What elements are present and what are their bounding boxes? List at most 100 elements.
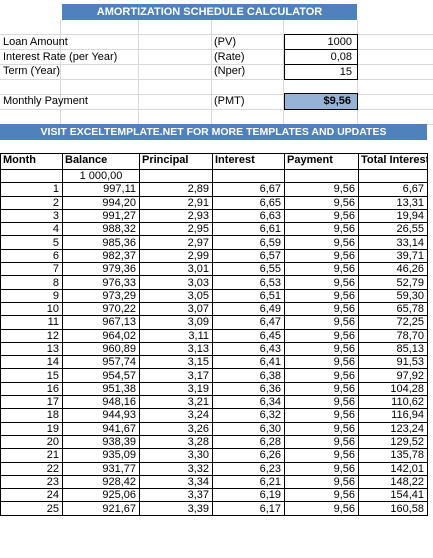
- payment-cell: 9,56: [284, 328, 359, 343]
- balance-cell: 970,22: [62, 301, 140, 317]
- month-cell: 2: [0, 195, 63, 210]
- total-interest-cell: 33,14: [358, 235, 428, 250]
- interest-cell: 6,38: [212, 368, 285, 383]
- table-row: 10 970,22 3,07 6,49 9,56 65,78: [0, 301, 428, 317]
- month-cell: 25: [0, 501, 63, 516]
- total-interest-cell: 91,53: [358, 355, 428, 370]
- balance-cell: 994,20: [62, 195, 140, 210]
- principal-cell: 3,09: [139, 315, 213, 330]
- table-row: 8 976,33 3,03 6,53 9,56 52,79: [0, 275, 428, 290]
- total-interest-cell: 78,70: [358, 328, 428, 343]
- month-cell: 20: [0, 434, 63, 450]
- principal-cell: 3,37: [139, 488, 213, 503]
- balance-cell: 938,39: [62, 434, 140, 450]
- principal-cell: 3,28: [139, 434, 213, 450]
- balance-cell: 931,77: [62, 461, 140, 476]
- total-interest-cell: 97,92: [358, 368, 428, 383]
- principal-cell: 2,97: [139, 235, 213, 250]
- month-cell: 15: [0, 368, 63, 383]
- opening-balance: 1 000,00: [62, 168, 140, 184]
- interest-cell: 6,43: [212, 341, 285, 357]
- month-cell: 18: [0, 408, 63, 423]
- interest-cell: 6,41: [212, 355, 285, 370]
- principal-cell: 2,89: [139, 182, 213, 197]
- table-row: 12 964,02 3,11 6,45 9,56 78,70: [0, 328, 428, 343]
- nper-code: (Nper): [214, 65, 246, 77]
- table-row: 23 928,42 3,34 6,21 9,56 148,22: [0, 474, 428, 490]
- loan-amount-input[interactable]: 1000: [284, 34, 358, 49]
- balance-cell: 954,57: [62, 368, 140, 383]
- month-cell: 5: [0, 235, 63, 250]
- month-cell: 17: [0, 395, 63, 410]
- page-title: AMORTIZATION SCHEDULE CALCULATOR: [96, 6, 323, 18]
- principal-cell: 3,21: [139, 395, 213, 410]
- interest-cell: 6,63: [212, 208, 285, 224]
- payment-cell: 9,56: [284, 182, 359, 197]
- total-interest-cell: 65,78: [358, 301, 428, 317]
- month-cell: 19: [0, 421, 63, 436]
- column-header: Month: [0, 153, 63, 170]
- promo-link[interactable]: VISIT EXCELTEMPLATE.NET FOR MORE TEMPLAT…: [40, 126, 387, 138]
- payment-cell: 9,56: [284, 408, 359, 423]
- table-row: 15 954,57 3,17 6,38 9,56 97,92: [0, 368, 428, 383]
- payment-cell: 9,56: [284, 474, 359, 490]
- interest-rate-input[interactable]: 0,08: [284, 49, 358, 64]
- balance-cell: 988,32: [62, 222, 140, 237]
- payment-cell: 9,56: [284, 421, 359, 436]
- month-cell: 12: [0, 328, 63, 343]
- loan-amount-label: Loan Amount: [3, 36, 68, 48]
- total-interest-cell: 110,62: [358, 395, 428, 410]
- empty-cell: [139, 168, 213, 184]
- payment-cell: 9,56: [284, 395, 359, 410]
- month-cell: 10: [0, 301, 63, 317]
- month-cell: 6: [0, 248, 63, 264]
- interest-cell: 6,65: [212, 195, 285, 210]
- balance-cell: 964,02: [62, 328, 140, 343]
- table-header-row: Month Balance Principal Interest Payment…: [0, 153, 428, 170]
- interest-cell: 6,53: [212, 275, 285, 290]
- promo-banner[interactable]: VISIT EXCELTEMPLATE.NET FOR MORE TEMPLAT…: [0, 124, 427, 140]
- month-cell: 1: [0, 182, 63, 197]
- principal-cell: 3,13: [139, 341, 213, 357]
- payment-cell: 9,56: [284, 381, 359, 397]
- principal-cell: 2,91: [139, 195, 213, 210]
- table-row: 1 997,11 2,89 6,67 9,56 6,67: [0, 182, 428, 197]
- table-row: 20 938,39 3,28 6,28 9,56 129,52: [0, 434, 428, 450]
- table-row: 25 921,67 3,39 6,17 9,56 160,58: [0, 501, 428, 516]
- month-cell: 23: [0, 474, 63, 490]
- month-cell: 11: [0, 315, 63, 330]
- payment-cell: 9,56: [284, 488, 359, 503]
- balance-cell: 960,89: [62, 341, 140, 357]
- term-input[interactable]: 15: [284, 64, 358, 80]
- payment-cell: 9,56: [284, 248, 359, 264]
- total-interest-cell: 19,94: [358, 208, 428, 224]
- balance-cell: 951,38: [62, 381, 140, 397]
- balance-cell: 997,11: [62, 182, 140, 197]
- total-interest-cell: 160,58: [358, 501, 428, 516]
- table-row: 16 951,38 3,19 6,36 9,56 104,28: [0, 381, 428, 397]
- principal-cell: 3,05: [139, 288, 213, 303]
- total-interest-cell: 52,79: [358, 275, 428, 290]
- payment-cell: 9,56: [284, 208, 359, 224]
- interest-cell: 6,59: [212, 235, 285, 250]
- table-row: 5 985,36 2,97 6,59 9,56 33,14: [0, 235, 428, 250]
- table-row: 7 979,36 3,01 6,55 9,56 46,26: [0, 262, 428, 277]
- interest-cell: 6,55: [212, 262, 285, 277]
- monthly-payment-label: Monthly Payment: [3, 95, 88, 107]
- total-interest-cell: 148,22: [358, 474, 428, 490]
- total-interest-cell: 39,71: [358, 248, 428, 264]
- interest-cell: 6,32: [212, 408, 285, 423]
- total-interest-cell: 59,30: [358, 288, 428, 303]
- month-cell: 8: [0, 275, 63, 290]
- month-cell: 22: [0, 461, 63, 476]
- table-row: 6 982,37 2,99 6,57 9,56 39,71: [0, 248, 428, 264]
- balance-cell: 982,37: [62, 248, 140, 264]
- balance-cell: 948,16: [62, 395, 140, 410]
- total-interest-cell: 13,31: [358, 195, 428, 210]
- month-cell: 16: [0, 381, 63, 397]
- opening-balance-row: 1 000,00: [0, 168, 428, 184]
- balance-cell: 925,06: [62, 488, 140, 503]
- month-cell: 9: [0, 288, 63, 303]
- total-interest-cell: 85,13: [358, 341, 428, 357]
- interest-cell: 6,36: [212, 381, 285, 397]
